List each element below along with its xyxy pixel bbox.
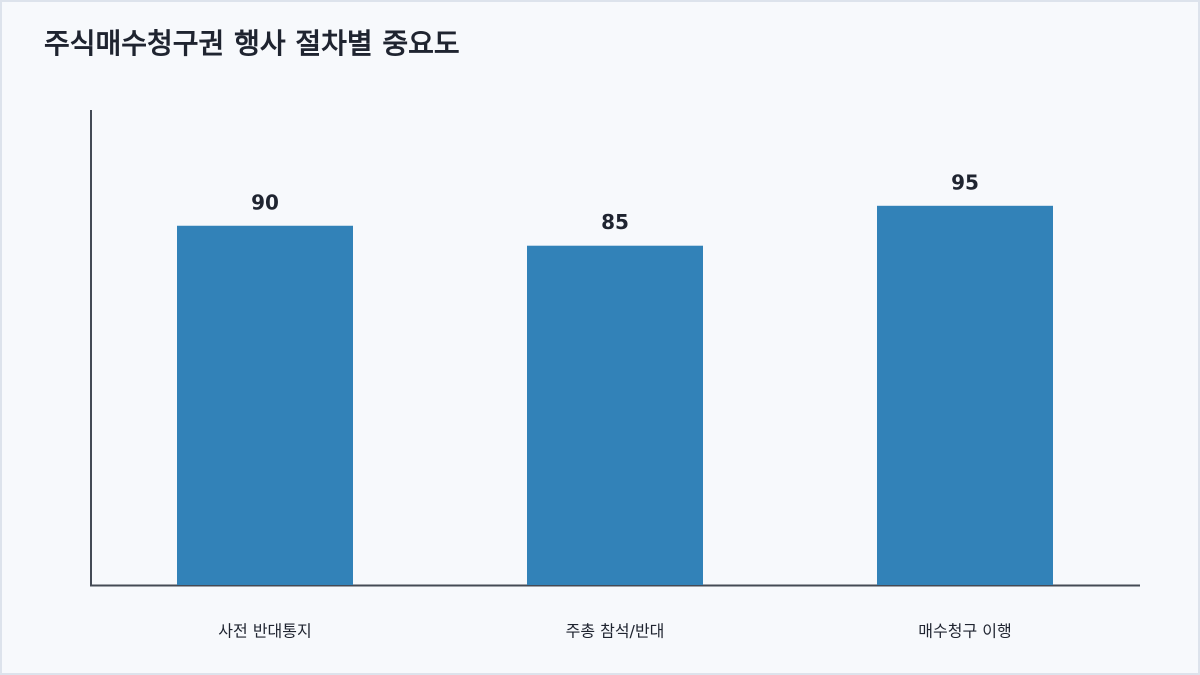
value-label: 90	[251, 190, 279, 214]
value-label: 95	[951, 170, 979, 194]
x-tick-label: 주총 참석/반대	[566, 622, 665, 641]
bar	[877, 205, 1053, 585]
value-label: 85	[601, 210, 629, 234]
chart-title: 주식매수청구권 행사 절차별 중요도	[44, 27, 460, 60]
bar	[527, 245, 703, 585]
x-tick-label: 사전 반대통지	[218, 622, 311, 641]
x-tick-label: 매수청구 이행	[918, 622, 1011, 641]
bar	[177, 225, 353, 586]
